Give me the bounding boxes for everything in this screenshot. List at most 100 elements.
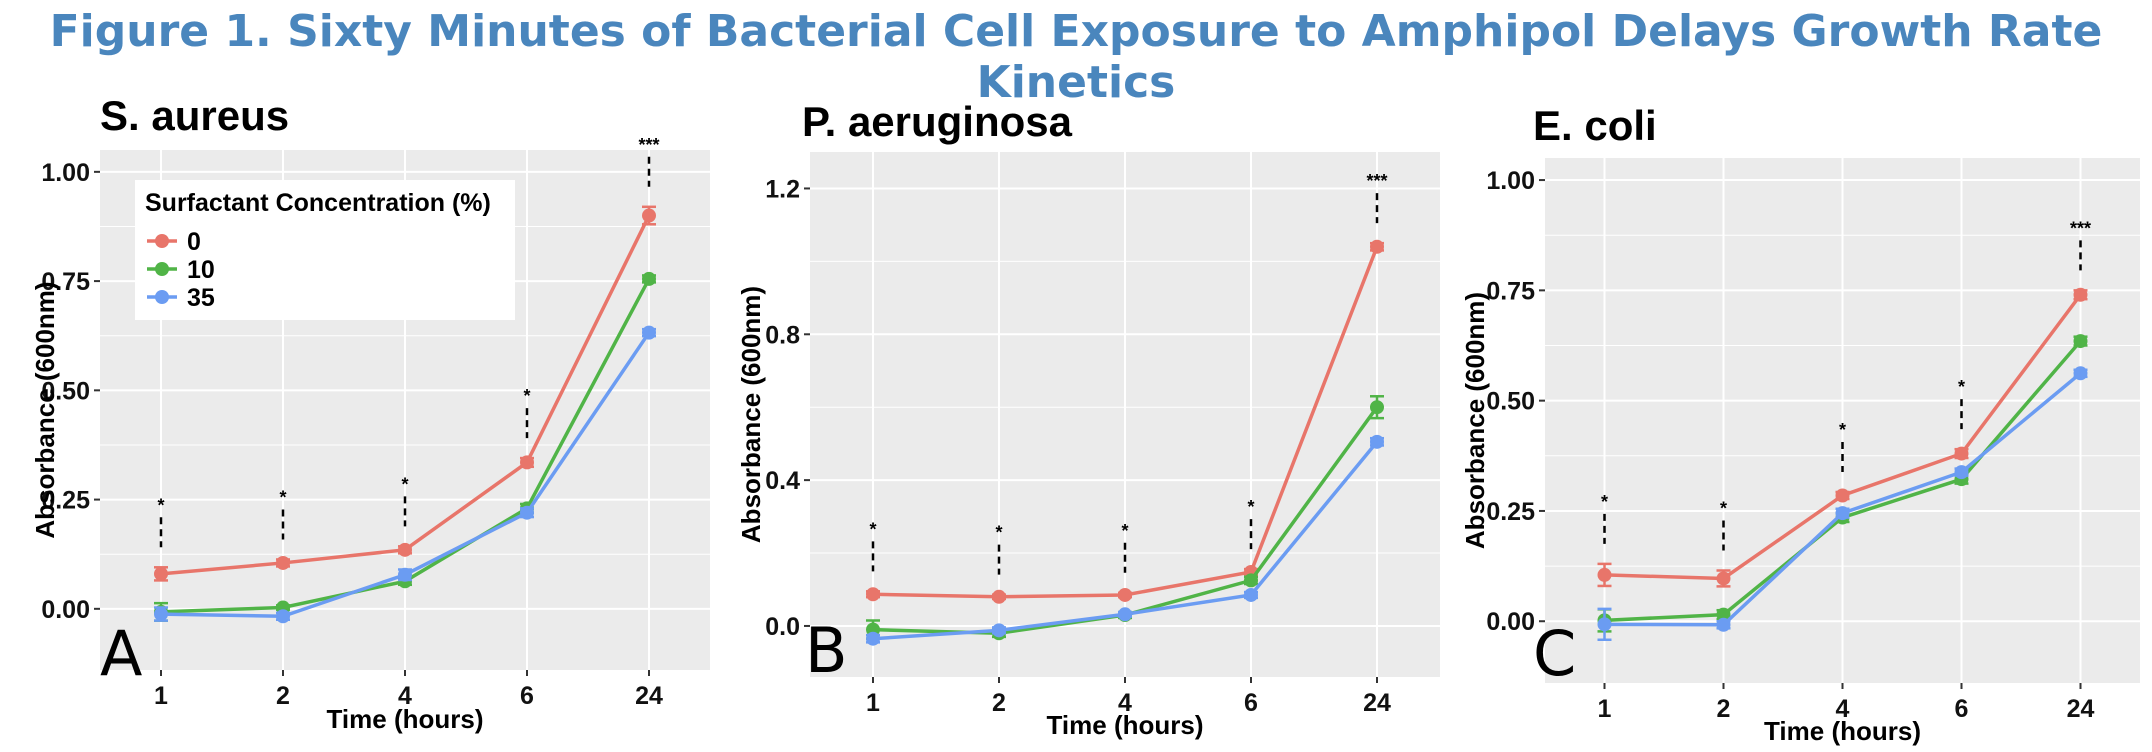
significance-label: *: [1601, 492, 1608, 512]
chart-p-aeruginosa: 0.00.40.81.21 2 4 6 24* * *****P. aeruginosaBT…: [736, 98, 1440, 740]
data-point-35: [1835, 506, 1850, 521]
legend-swatch-point: [155, 262, 169, 276]
panel-title-e-coli: E. coli: [1533, 102, 1657, 149]
chart-e-coli: 0.000.250.500.751.001 2 4 6 24* ******E. coli…: [1460, 102, 2140, 746]
data-point-35: [154, 607, 168, 622]
significance-label: *: [1958, 377, 1965, 397]
significance-label: *: [157, 495, 164, 515]
legend-title: Surfactant Concentration (%): [145, 189, 491, 217]
data-point-0: [1954, 446, 1969, 461]
y-tick-label: 0.8: [765, 321, 800, 349]
data-point-0: [642, 208, 656, 223]
y-tick-label: 1.00: [1486, 167, 1535, 195]
significance-label: *: [1121, 521, 1128, 541]
panel-title-s-aureus: S. aureus: [100, 92, 289, 139]
data-point-35: [1244, 587, 1258, 602]
y-axis-label: Absorbance (600nm): [1460, 292, 1490, 549]
legend-box: [135, 180, 515, 320]
data-point-35: [398, 567, 412, 582]
legend-swatch-point: [155, 234, 169, 248]
data-point-35: [1597, 617, 1612, 632]
data-point-0: [866, 587, 880, 602]
x-tick-label: 24: [1363, 689, 1391, 717]
data-point-0: [2073, 287, 2088, 302]
data-point-0: [276, 555, 290, 570]
x-axis-label: Time (hours): [327, 704, 484, 734]
y-tick-label: 0.50: [41, 377, 90, 405]
data-point-10: [1244, 573, 1258, 588]
data-point-35: [520, 505, 534, 520]
significance-label: *: [869, 519, 876, 539]
x-tick-label: 6: [1244, 689, 1258, 717]
legend-swatch-point: [155, 290, 169, 304]
chart-s-aureus: 0.000.250.500.751.001 2 4 6 24* ******S. aure…: [30, 92, 710, 734]
x-axis-label: Time (hours): [1764, 716, 1921, 746]
y-tick-label: 0.50: [1486, 388, 1535, 416]
significance-label: *: [1839, 420, 1846, 440]
x-tick-label: 1: [1598, 695, 1612, 723]
x-tick-label: 4: [398, 682, 412, 710]
x-tick-label: 4: [1118, 689, 1132, 717]
data-point-10: [2073, 334, 2088, 349]
figure-title: Figure 1. Sixty Minutes of Bacterial Cel…: [49, 6, 2103, 108]
data-point-0: [1118, 587, 1132, 602]
y-tick-label: 0.75: [1486, 277, 1535, 305]
panel-letter: A: [100, 617, 142, 690]
y-tick-label: 0.0: [765, 613, 800, 641]
data-point-10: [642, 271, 656, 286]
x-tick-label: 6: [1955, 695, 1969, 723]
significance-label: *: [523, 386, 530, 406]
data-point-35: [276, 609, 290, 624]
panel-letter: B: [805, 614, 848, 687]
x-tick-label: 24: [2067, 695, 2095, 723]
data-point-35: [866, 631, 880, 646]
x-tick-label: 4: [1836, 695, 1850, 723]
data-point-0: [398, 542, 412, 557]
data-point-0: [154, 566, 168, 581]
y-axis-label: Absorbance (600nm): [736, 286, 766, 543]
significance-label: ***: [1366, 171, 1387, 191]
data-point-10: [1716, 607, 1731, 622]
y-tick-label: 0.75: [41, 268, 90, 296]
panel-letter: C: [1533, 617, 1576, 690]
panel-title-p-aeruginosa: P. aeruginosa: [802, 98, 1073, 145]
legend-label-35: 35: [187, 284, 215, 312]
significance-label: *: [401, 474, 408, 494]
y-axis-label: Absorbance (600nm): [30, 281, 60, 538]
data-point-0: [1835, 488, 1850, 503]
y-tick-label: 0.00: [41, 596, 90, 624]
data-point-35: [992, 623, 1006, 638]
x-tick-label: 6: [520, 682, 534, 710]
data-point-35: [642, 325, 656, 340]
data-point-35: [1118, 607, 1132, 622]
data-point-0: [520, 455, 534, 470]
data-point-35: [1716, 617, 1731, 632]
x-tick-label: 24: [635, 682, 663, 710]
significance-label: *: [1720, 499, 1727, 519]
data-point-0: [1370, 239, 1384, 254]
y-tick-label: 0.25: [41, 487, 90, 515]
y-tick-label: 0.4: [765, 467, 800, 495]
data-point-0: [1716, 571, 1731, 586]
data-point-35: [2073, 366, 2088, 381]
significance-label: *: [1247, 497, 1254, 517]
data-point-10: [1370, 400, 1384, 415]
legend-label-0: 0: [187, 228, 201, 256]
significance-label: ***: [638, 135, 659, 155]
significance-label: *: [279, 487, 286, 507]
data-point-0: [992, 589, 1006, 604]
x-tick-label: 2: [1717, 695, 1731, 723]
x-tick-label: 1: [866, 689, 880, 717]
x-axis-label: Time (hours): [1047, 710, 1204, 740]
significance-label: *: [995, 523, 1002, 543]
data-point-0: [1597, 567, 1612, 582]
legend-label-10: 10: [187, 256, 215, 284]
y-tick-label: 1.2: [765, 175, 800, 203]
x-tick-label: 2: [992, 689, 1006, 717]
x-tick-label: 1: [154, 682, 168, 710]
data-point-35: [1370, 434, 1384, 449]
y-tick-label: 1.00: [41, 159, 90, 187]
y-tick-label: 0.25: [1486, 498, 1535, 526]
x-tick-label: 2: [276, 682, 290, 710]
significance-label: ***: [2070, 218, 2091, 238]
